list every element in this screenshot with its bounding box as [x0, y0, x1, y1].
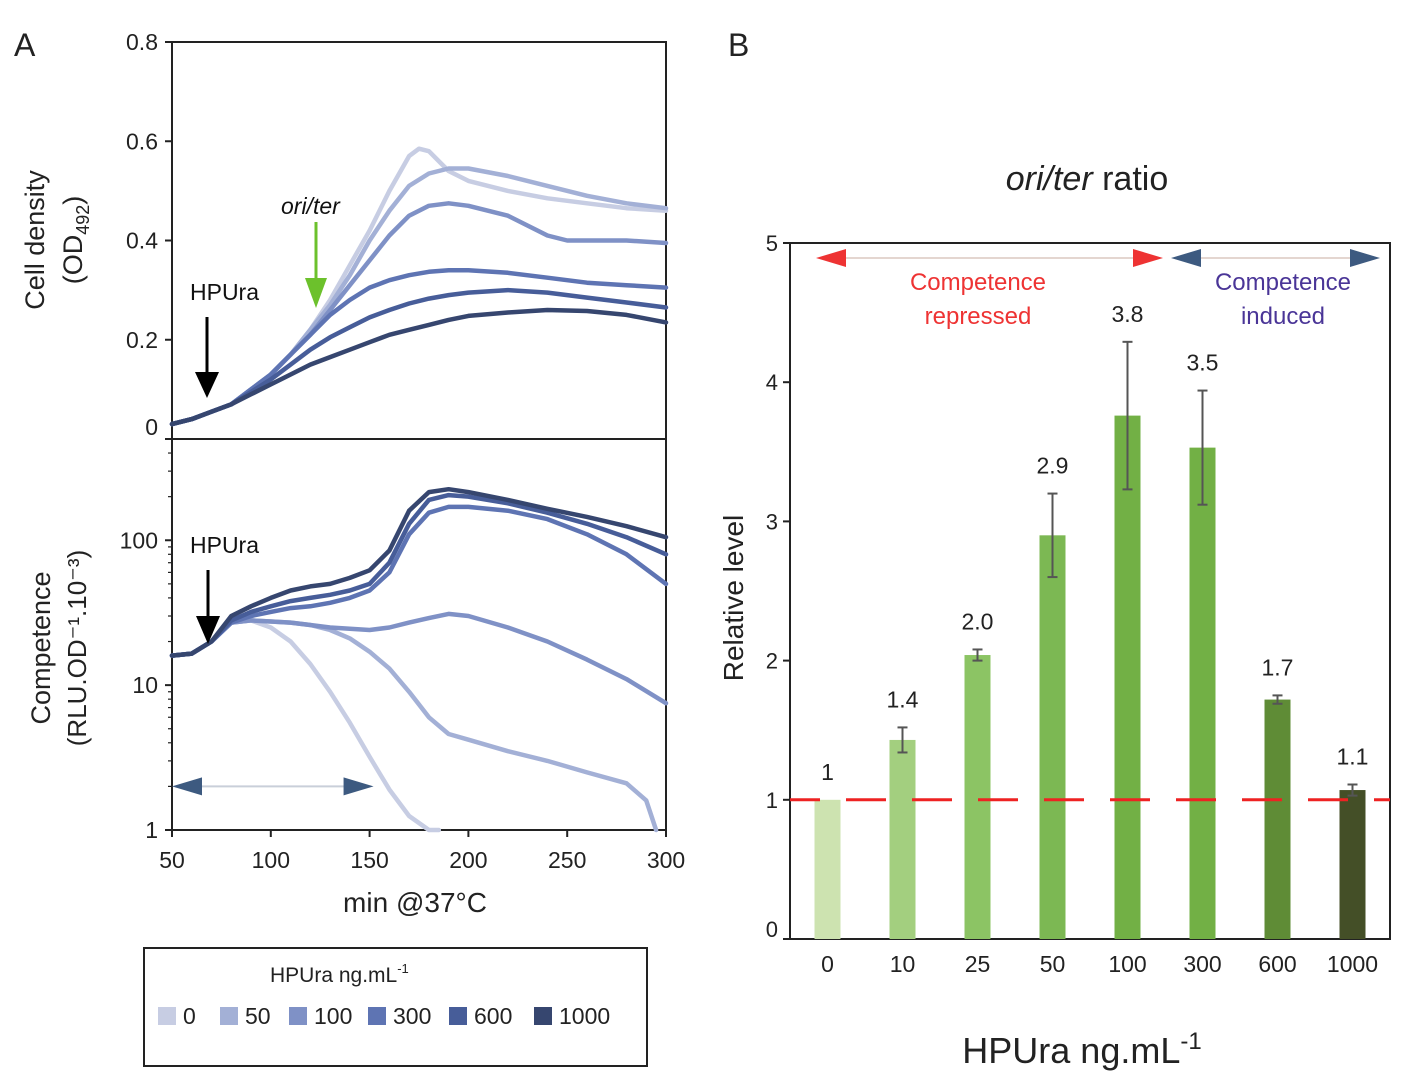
legend-swatch-600: [449, 1007, 467, 1025]
a-bottom-ytick-label: 1: [145, 817, 158, 843]
a-bottom-arrowhead-left: [172, 777, 202, 796]
b-xtick-label: 300: [1183, 951, 1221, 977]
legend-label-300: 300: [393, 1003, 431, 1029]
b-xtick-label: 0: [821, 951, 834, 977]
b-bar-100: [1114, 415, 1141, 939]
b-bar-0: [814, 799, 841, 939]
a-bottom-xtick-label: 250: [548, 847, 586, 873]
a-bottom-series-line-600: [169, 492, 669, 658]
b-region-arrowhead-right: [1133, 249, 1163, 267]
b-xtick-label: 25: [965, 951, 991, 977]
b-region-arrowhead-left: [816, 249, 846, 267]
b-bar-50: [1039, 535, 1066, 939]
b-value-label: 1.7: [1262, 654, 1294, 680]
panel-a-top-chart: 0 0.2 0.4 0.6 0.8 Cell density (OD492) HPUra…: [20, 29, 669, 440]
a-top-ylabel-sub: (OD492): [58, 196, 93, 285]
panel-b-frame: [789, 242, 1391, 940]
legend-label-600: 600: [474, 1003, 512, 1029]
a-top-ylabel-main: Cell density: [20, 170, 50, 310]
b-ytick-label: 3: [766, 509, 778, 534]
legend: HPUra ng.mL-1 0 50 100 300 600 1000: [143, 947, 648, 1067]
b-value-label: 1.1: [1337, 743, 1369, 769]
b-ytick-label: 2: [766, 649, 778, 674]
a-bottom-series-line-100: [169, 611, 669, 706]
b-region-label: Competence: [910, 269, 1046, 296]
a-bottom-series-line-0: [169, 618, 442, 833]
b-ytick-label: 5: [766, 231, 778, 256]
legend-label-100: 100: [314, 1003, 352, 1029]
b-bar-10: [889, 739, 916, 939]
b-xlabel: HPUra ng.mL-1: [962, 1028, 1201, 1071]
a-bottom-xtick-label: 300: [647, 847, 685, 873]
legend-label-1000: 1000: [559, 1003, 610, 1029]
a-top-oriter-label: ori/ter: [281, 193, 341, 219]
a-top-series-line-1000: [169, 307, 669, 427]
b-xtick-label: 50: [1040, 951, 1066, 977]
a-bottom-xtick-label: 150: [350, 847, 388, 873]
a-top-ytick-label: 0.8: [126, 29, 158, 55]
legend-swatch-100: [289, 1007, 307, 1025]
legend-swatch-1000: [534, 1007, 552, 1025]
a-bottom-xtick-label: 100: [252, 847, 290, 873]
a-bottom-ylabel-main: Competence: [26, 571, 56, 724]
a-bottom-series-line-300: [169, 504, 669, 658]
b-value-label: 1.4: [887, 686, 919, 712]
b-region-label: Competence: [1215, 269, 1351, 296]
b-value-label: 3.5: [1187, 350, 1219, 376]
b-region-arrowhead-left: [1171, 249, 1201, 267]
legend-label-0: 0: [183, 1003, 196, 1029]
a-top-ytick-label: 0.2: [126, 327, 158, 353]
b-bar-300: [1189, 447, 1216, 939]
a-bottom-ytick-label: 10: [132, 672, 158, 698]
b-region-arrowhead-right: [1350, 249, 1380, 267]
a-bottom-hpura-arrowhead: [196, 616, 220, 644]
a-bottom-xtick-label: 200: [449, 847, 487, 873]
a-top-oriter-arrowhead: [305, 278, 327, 308]
a-bottom-series-line-1000: [169, 486, 669, 658]
legend-swatch-300: [368, 1007, 386, 1025]
b-xtick-label: 10: [890, 951, 916, 977]
b-xtick-label: 600: [1258, 951, 1296, 977]
a-top-ytick-label: 0.4: [126, 228, 158, 254]
a-bottom-ytick-label: 100: [120, 527, 158, 553]
a-bottom-hpura-label: HPUra: [190, 532, 259, 558]
b-bar-600: [1264, 699, 1291, 939]
b-ytick-label: 0: [766, 917, 778, 942]
b-region-label: induced: [1241, 303, 1325, 330]
a-top-ytick-label: 0: [145, 414, 158, 440]
b-ytick-label: 1: [766, 788, 778, 813]
a-top-hpura-label: HPUra: [190, 279, 259, 305]
b-xtick-label: 100: [1108, 951, 1146, 977]
b-value-label: 3.8: [1112, 301, 1144, 327]
b-ytick-label: 4: [766, 370, 778, 395]
b-bar-25: [964, 655, 991, 939]
b-region-label: repressed: [925, 303, 1032, 330]
a-bottom-time-window-arrow: [172, 777, 374, 796]
panel-a-bottom-frame: [171, 438, 667, 831]
a-bottom-xtick-label: 50: [159, 847, 185, 873]
legend-title: HPUra ng.mL-1: [270, 961, 409, 987]
a-bottom-series-line-50: [169, 618, 659, 833]
legend-swatch-50: [220, 1007, 238, 1025]
a-bottom-arrowhead-right: [343, 777, 374, 796]
a-bottom-ylabel-sub: (RLU.OD⁻¹.10⁻³): [62, 550, 92, 746]
b-xtick-label: 1000: [1327, 951, 1378, 977]
b-value-label: 2.0: [962, 608, 994, 634]
b-title: ori/ter ratio: [1006, 160, 1169, 198]
panel-b-chart: ori/ter ratio Competence repressed Compete…: [718, 160, 1391, 1071]
panel-label-a: A: [14, 27, 36, 63]
a-bottom-xlabel: min @37°C: [343, 887, 487, 918]
panel-label-b: B: [728, 27, 749, 63]
legend-label-50: 50: [245, 1003, 271, 1029]
panel-a-bottom-chart: 1 10 100 50 100 150 200 250 300 Competence (RLU…: [26, 438, 685, 918]
b-value-label: 2.9: [1037, 453, 1069, 479]
b-bar-1000: [1339, 790, 1366, 939]
a-top-hpura-arrowhead: [195, 372, 219, 398]
a-top-ytick-label: 0.6: [126, 128, 158, 154]
legend-swatch-0: [158, 1007, 176, 1025]
b-value-label: 1: [821, 759, 834, 785]
b-ylabel: Relative level: [718, 515, 749, 682]
